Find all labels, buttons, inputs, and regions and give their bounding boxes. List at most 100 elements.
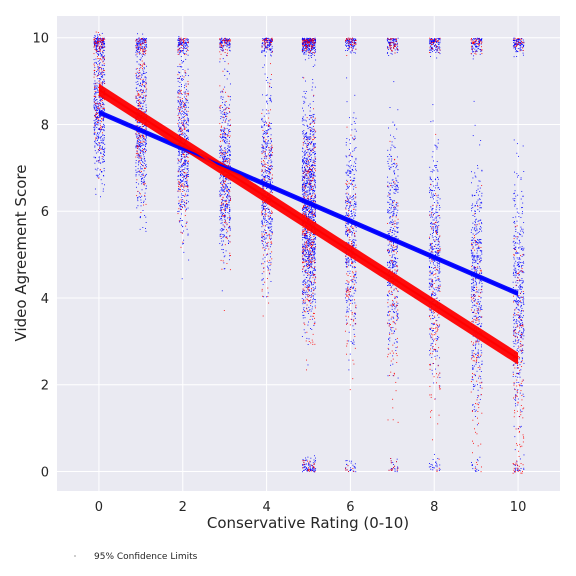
scatter-point <box>230 151 231 152</box>
scatter-point <box>307 126 308 127</box>
scatter-point <box>102 82 103 83</box>
scatter-point <box>136 90 137 91</box>
scatter-point <box>220 157 221 158</box>
scatter-point <box>227 158 228 159</box>
scatter-point <box>312 271 313 272</box>
scatter-point <box>310 174 311 175</box>
scatter-point <box>346 312 347 313</box>
scatter-point <box>310 264 311 265</box>
scatter-point <box>309 261 310 262</box>
scatter-point <box>355 159 356 160</box>
scatter-point <box>350 143 351 144</box>
scatter-point <box>100 145 101 146</box>
scatter-point <box>104 104 105 105</box>
scatter-point <box>94 163 95 164</box>
scatter-point <box>307 286 308 287</box>
scatter-point <box>271 55 272 56</box>
scatter-point <box>224 256 225 257</box>
scatter-point <box>181 127 182 128</box>
scatter-point <box>302 38 303 39</box>
scatter-point <box>347 170 348 171</box>
scatter-point <box>219 216 220 217</box>
scatter-point <box>146 166 147 167</box>
scatter-point <box>315 52 316 53</box>
scatter-point <box>100 62 101 63</box>
scatter-point <box>269 45 270 46</box>
scatter-point <box>183 171 184 172</box>
scatter-point <box>181 102 182 103</box>
scatter-point <box>313 131 314 132</box>
scatter-point <box>97 176 98 177</box>
scatter-point <box>96 39 97 40</box>
scatter-point <box>229 50 230 51</box>
scatter-point <box>227 159 228 160</box>
scatter-point <box>351 231 352 232</box>
scatter-point <box>142 135 143 136</box>
scatter-point <box>349 166 350 167</box>
scatter-point <box>304 45 305 46</box>
scatter-point <box>265 74 266 75</box>
scatter-point <box>352 262 353 263</box>
scatter-point <box>227 205 228 206</box>
scatter-point <box>346 464 347 465</box>
scatter-point <box>137 134 138 135</box>
scatter-point <box>222 190 223 191</box>
scatter-point <box>304 134 305 135</box>
scatter-point <box>137 45 138 46</box>
scatter-point <box>271 162 272 163</box>
scatter-point <box>304 152 305 153</box>
scatter-point <box>104 161 105 162</box>
scatter-point <box>356 227 357 228</box>
scatter-point <box>312 86 313 87</box>
scatter-point <box>264 219 265 220</box>
scatter-point <box>309 175 310 176</box>
scatter-point <box>264 125 265 126</box>
scatter-point <box>99 97 100 98</box>
scatter-point <box>186 135 187 136</box>
scatter-point <box>308 260 309 261</box>
scatter-point <box>353 40 354 41</box>
scatter-point <box>146 231 147 232</box>
scatter-point <box>143 80 144 81</box>
scatter-point <box>266 146 267 147</box>
scatter-point <box>355 206 356 207</box>
scatter-point <box>227 187 228 188</box>
scatter-point <box>307 209 308 210</box>
scatter-point <box>145 139 146 140</box>
scatter-point <box>96 85 97 86</box>
scatter-point <box>389 244 390 245</box>
scatter-point <box>308 48 309 49</box>
scatter-point <box>397 232 398 233</box>
scatter-point <box>271 191 272 192</box>
scatter-point <box>347 300 348 301</box>
scatter-point <box>313 244 314 245</box>
scatter-point <box>395 470 396 471</box>
scatter-point <box>220 207 221 208</box>
scatter-point <box>100 97 101 98</box>
scatter-point <box>313 295 314 296</box>
scatter-point <box>230 146 231 147</box>
scatter-point <box>144 142 145 143</box>
scatter-point <box>397 313 398 314</box>
scatter-point <box>353 117 354 118</box>
scatter-point <box>221 211 222 212</box>
scatter-point <box>263 247 264 248</box>
scatter-point <box>181 154 182 155</box>
scatter-point <box>187 176 188 177</box>
scatter-point <box>302 293 303 294</box>
scatter-point <box>220 219 221 220</box>
scatter-point <box>312 319 313 320</box>
scatter-point <box>304 307 305 308</box>
scatter-point <box>395 258 396 259</box>
scatter-point <box>315 156 316 157</box>
scatter-point <box>179 86 180 87</box>
scatter-point <box>392 222 393 223</box>
scatter-point <box>94 108 95 109</box>
scatter-point <box>220 236 221 237</box>
scatter-point <box>145 79 146 80</box>
scatter-point <box>351 183 352 184</box>
scatter-point <box>305 175 306 176</box>
scatter-point <box>94 123 95 124</box>
scatter-point <box>183 180 184 181</box>
scatter-point <box>266 146 267 147</box>
